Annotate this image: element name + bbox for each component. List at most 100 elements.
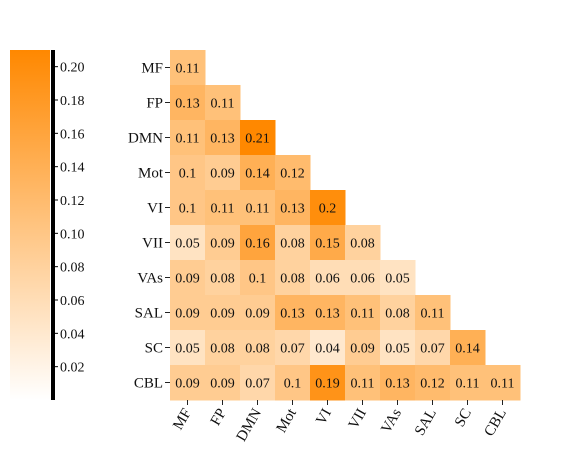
cell-CBL-DMN	[240, 365, 276, 401]
cell-value-VII-VII: 0.08	[350, 237, 375, 252]
cell-DMN-DMN	[240, 120, 276, 156]
cell-CBL-VAs	[380, 365, 416, 401]
cell-VAs-MF	[170, 260, 206, 296]
cell-SAL-FP	[205, 295, 241, 331]
cell-value-VI-FP: 0.11	[211, 202, 235, 217]
cell-VI-MF	[170, 190, 206, 226]
cell-SAL-VII	[345, 295, 381, 331]
cell-VAs-VAs	[380, 260, 416, 296]
colorbar-tick-label-3: 0.08	[60, 261, 85, 276]
cell-VAs-DMN	[240, 260, 276, 296]
row-label-VAs: VAs	[137, 271, 163, 287]
cell-CBL-Mot	[275, 365, 311, 401]
cell-value-FP-MF: 0.13	[175, 97, 200, 112]
cell-value-VAs-Mot: 0.08	[280, 272, 305, 287]
cell-value-SC-SAL: 0.07	[420, 342, 445, 357]
colorbar-tick-label-9: 0.20	[60, 61, 85, 76]
colorbar-tick-label-6: 0.14	[60, 161, 85, 176]
cell-SAL-VI	[310, 295, 346, 331]
cell-value-DMN-MF: 0.11	[176, 132, 200, 147]
colorbar-tick-label-8: 0.18	[60, 94, 85, 109]
cell-value-DMN-FP: 0.13	[210, 132, 235, 147]
cell-value-SC-VAs: 0.05	[385, 342, 410, 357]
column-labels: MF FP DMN Mot VI VII VAs SAL SC CBL	[170, 400, 510, 444]
cell-SAL-DMN	[240, 295, 276, 331]
row-labels: MF FP DMN Mot VI VII VAs SAL SC CBL	[128, 61, 170, 392]
cell-value-SAL-MF: 0.09	[175, 307, 200, 322]
cell-value-CBL-FP: 0.09	[210, 377, 235, 392]
cell-value-SAL-Mot: 0.13	[280, 307, 305, 322]
cell-value-VI-VI: 0.2	[319, 202, 337, 217]
cell-value-VII-FP: 0.09	[210, 237, 235, 252]
cell-value-DMN-DMN: 0.21	[245, 132, 270, 147]
col-label-DMN: DMN	[234, 406, 265, 444]
row-label-VI: VI	[147, 201, 163, 217]
cell-VII-DMN	[240, 225, 276, 261]
row-label-DMN: DMN	[128, 131, 163, 147]
colorbar-gradient	[10, 50, 50, 400]
cell-VII-FP	[205, 225, 241, 261]
cell-value-CBL-VII: 0.11	[351, 377, 375, 392]
cell-SC-Mot	[275, 330, 311, 366]
cell-value-SAL-VI: 0.13	[315, 307, 340, 322]
cell-value-CBL-SC: 0.11	[456, 377, 480, 392]
cell-CBL-FP	[205, 365, 241, 401]
colorbar-tick-label-4: 0.10	[60, 227, 85, 242]
cell-CBL-VI	[310, 365, 346, 401]
cell-VII-Mot	[275, 225, 311, 261]
cell-value-VAs-VAs: 0.05	[385, 272, 410, 287]
cell-value-Mot-Mot: 0.12	[280, 167, 305, 182]
row-label-CBL: CBL	[134, 376, 163, 392]
cell-value-SC-VII: 0.09	[350, 342, 375, 357]
cell-value-FP-FP: 0.11	[211, 97, 235, 112]
cell-value-VAs-MF: 0.09	[175, 272, 200, 287]
row-label-SC: SC	[145, 341, 163, 357]
cell-CBL-SC	[450, 365, 486, 401]
cell-VI-FP	[205, 190, 241, 226]
cell-CBL-CBL	[485, 365, 521, 401]
row-label-MF: MF	[141, 61, 163, 77]
cell-value-VI-MF: 0.1	[179, 202, 197, 217]
cell-SC-VI	[310, 330, 346, 366]
cell-MF-MF	[170, 50, 206, 86]
colorbar-spine	[51, 50, 55, 400]
cell-FP-MF	[170, 85, 206, 121]
cell-value-SAL-DMN: 0.09	[245, 307, 270, 322]
cell-value-VAs-FP: 0.08	[210, 272, 235, 287]
colorbar-tick-label-5: 0.12	[60, 194, 85, 209]
cell-SC-VAs	[380, 330, 416, 366]
col-label-VI: VI	[313, 406, 335, 428]
cell-SAL-SAL	[415, 295, 451, 331]
colorbar-tick-label-2: 0.06	[60, 294, 85, 309]
cell-value-CBL-Mot: 0.1	[284, 377, 302, 392]
row-label-FP: FP	[146, 96, 163, 112]
cell-CBL-MF	[170, 365, 206, 401]
cell-value-SAL-VII: 0.11	[351, 307, 375, 322]
colorbar-ticks: 0.02 0.04 0.06 0.08 0.10 0.12 0.14 0.16 0.18 0.20	[55, 61, 85, 376]
cell-SAL-Mot	[275, 295, 311, 331]
cell-value-SAL-FP: 0.09	[210, 307, 235, 322]
cell-value-VII-Mot: 0.08	[280, 237, 305, 252]
cell-value-VII-VI: 0.15	[315, 237, 340, 252]
col-label-Mot: Mot	[274, 405, 301, 435]
cell-Mot-MF	[170, 155, 206, 191]
cell-CBL-SAL	[415, 365, 451, 401]
cell-SC-DMN	[240, 330, 276, 366]
cell-SC-MF	[170, 330, 206, 366]
cell-Mot-Mot	[275, 155, 311, 191]
cell-value-VII-DMN: 0.16	[245, 237, 270, 252]
colorbar: 0.02 0.04 0.06 0.08 0.10 0.12 0.14 0.16 0.18 0.20	[10, 50, 85, 400]
cell-value-VI-DMN: 0.11	[246, 202, 270, 217]
cell-value-CBL-VAs: 0.13	[385, 377, 410, 392]
col-label-FP: FP	[208, 406, 230, 428]
cell-VII-VII	[345, 225, 381, 261]
colorbar-tick-label-7: 0.16	[60, 127, 85, 142]
cell-VAs-Mot	[275, 260, 311, 296]
cell-value-CBL-SAL: 0.12	[420, 377, 445, 392]
cell-SAL-MF	[170, 295, 206, 331]
row-label-VII: VII	[142, 236, 163, 252]
cell-VII-MF	[170, 225, 206, 261]
cell-value-Mot-MF: 0.1	[179, 167, 197, 182]
row-label-SAL: SAL	[135, 306, 163, 322]
